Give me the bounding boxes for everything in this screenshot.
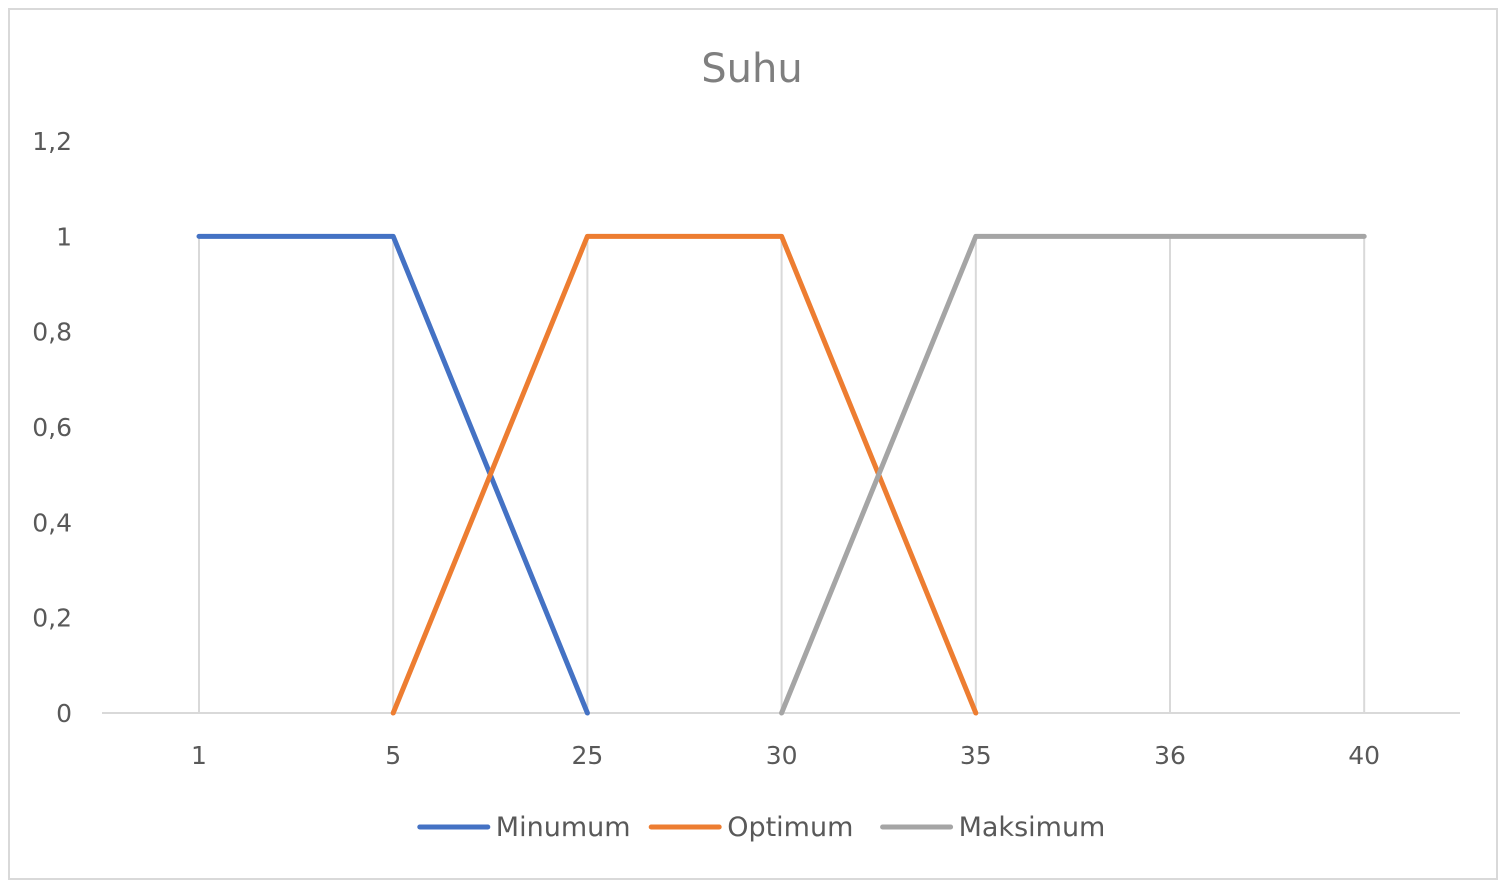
y-tick-label: 0 — [56, 699, 72, 728]
legend-label-maksimum: Maksimum — [959, 812, 1106, 843]
x-tick-label: 36 — [1154, 741, 1186, 770]
y-tick-label: 0,4 — [32, 508, 72, 537]
x-tick-label: 1 — [191, 741, 207, 770]
series-line-optimum — [390, 233, 979, 716]
legend-label-minumum: Minumum — [496, 812, 631, 843]
y-tick-label: 0,6 — [32, 413, 72, 442]
x-tick-label: 5 — [385, 741, 401, 770]
series-line-maksimum — [779, 233, 1367, 716]
chart-title: Suhu — [701, 46, 802, 92]
y-tick-label: 0,8 — [32, 318, 72, 347]
series-line-minumum — [196, 233, 590, 716]
legend-label-optimum: Optimum — [727, 812, 853, 843]
x-tick-label: 40 — [1348, 741, 1380, 770]
x-tick-label: 30 — [766, 741, 798, 770]
chart-frame — [8, 8, 1498, 880]
x-tick-label: 35 — [960, 741, 992, 770]
y-tick-label: 1,2 — [32, 127, 72, 156]
x-tick-label: 25 — [571, 741, 603, 770]
y-tick-label: 0,2 — [32, 604, 72, 633]
y-tick-label: 1 — [56, 222, 72, 251]
